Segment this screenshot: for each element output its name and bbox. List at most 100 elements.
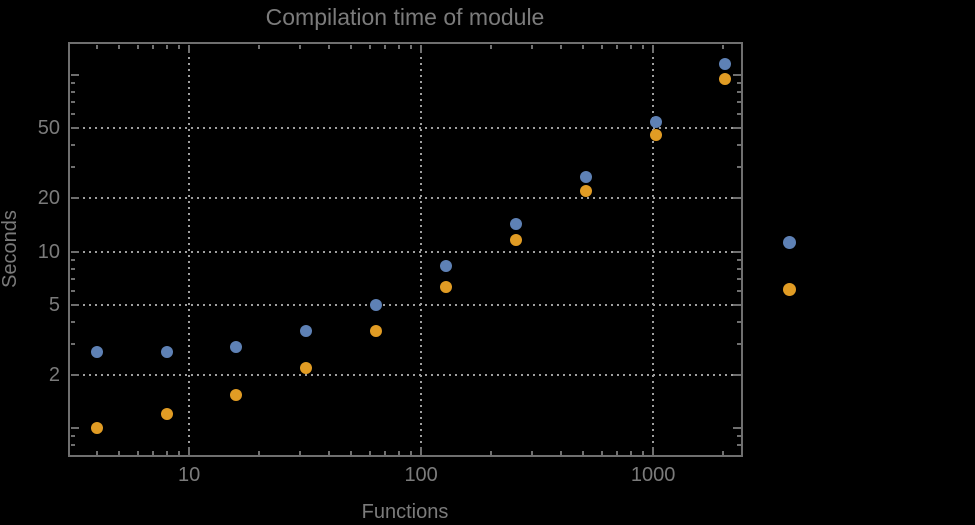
- x-tick-mark-top: [530, 44, 533, 49]
- x-tick-mark-top: [384, 44, 387, 49]
- y-tick-mark-right: [736, 320, 741, 323]
- y-tick-mark: [70, 289, 75, 292]
- data-point-series-orange: [440, 281, 452, 294]
- x-tick-mark-top: [152, 44, 155, 49]
- x-tick-mark-top: [397, 44, 400, 49]
- y-tick-label: 2: [48, 364, 60, 386]
- x-tick-mark-top: [327, 44, 330, 49]
- data-point-series-blue: [509, 218, 522, 231]
- data-point-series-orange: [370, 325, 383, 338]
- data-point-series-orange: [579, 185, 592, 198]
- y-gridline: [70, 303, 741, 306]
- y-tick-mark: [70, 91, 75, 94]
- data-point-series-orange: [300, 361, 313, 374]
- plot-frame: [68, 42, 743, 457]
- y-tick-mark-right: [732, 427, 741, 430]
- x-tick-mark-top: [489, 44, 492, 49]
- y-tick-mark-right: [736, 435, 741, 438]
- x-tick-mark: [409, 450, 412, 455]
- x-tick-mark: [420, 446, 423, 455]
- x-tick-mark: [298, 450, 301, 455]
- legend-marker-series-blue-icon: [783, 236, 796, 249]
- x-tick-mark: [188, 446, 191, 455]
- x-tick-mark: [95, 450, 98, 455]
- data-point-series-orange: [90, 422, 103, 435]
- y-tick-mark-right: [736, 277, 741, 280]
- x-tick-mark: [257, 450, 260, 455]
- x-tick-mark-top: [136, 44, 139, 49]
- data-point-series-blue: [649, 116, 662, 129]
- y-gridline: [70, 374, 741, 376]
- data-point-series-orange: [230, 388, 243, 401]
- y-tick-mark-right: [736, 267, 741, 270]
- y-tick-mark: [70, 374, 79, 376]
- x-tick-label: 100: [404, 464, 438, 486]
- y-tick-mark-right: [736, 166, 741, 169]
- x-tick-mark: [582, 450, 585, 455]
- x-tick-mark: [652, 446, 655, 455]
- chart-title: Compilation time of module: [265, 4, 545, 30]
- x-tick-mark-top: [582, 44, 585, 49]
- x-tick-mark-top: [350, 44, 353, 49]
- x-tick-mark: [384, 450, 387, 455]
- y-tick-label: 10: [37, 240, 60, 263]
- x-tick-mark: [616, 450, 619, 455]
- y-tick-mark-right: [732, 303, 741, 306]
- x-tick-label: 1000: [630, 464, 676, 486]
- x-tick-mark-top: [188, 44, 191, 53]
- y-tick-mark: [70, 267, 75, 270]
- y-tick-mark: [70, 101, 75, 104]
- y-tick-mark-right: [732, 127, 741, 130]
- x-tick-mark: [136, 450, 139, 455]
- x-tick-mark-top: [420, 44, 423, 53]
- x-tick-mark: [721, 450, 724, 455]
- data-point-series-orange: [649, 129, 662, 142]
- x-tick-mark-top: [721, 44, 724, 49]
- y-gridline: [70, 197, 741, 200]
- x-tick-mark: [118, 450, 121, 455]
- x-tick-mark: [530, 450, 533, 455]
- x-tick-mark: [327, 450, 330, 455]
- y-tick-mark: [70, 342, 75, 345]
- x-tick-mark-top: [616, 44, 619, 49]
- y-tick-mark: [70, 277, 75, 280]
- y-tick-mark: [70, 303, 79, 306]
- data-point-series-blue: [300, 325, 313, 338]
- y-tick-mark: [70, 166, 75, 169]
- x-tick-mark: [489, 450, 492, 455]
- data-point-series-blue: [719, 58, 732, 71]
- x-tick-mark: [152, 450, 155, 455]
- y-tick-mark-right: [732, 197, 741, 200]
- x-tick-mark-top: [629, 44, 632, 49]
- y-tick-mark: [70, 444, 75, 447]
- y-tick-mark-right: [736, 258, 741, 261]
- data-point-series-blue: [230, 340, 243, 353]
- x-axis-label: Functions: [361, 501, 449, 523]
- x-tick-mark-top: [118, 44, 121, 49]
- y-tick-mark: [70, 74, 79, 77]
- y-tick-mark-right: [736, 91, 741, 94]
- x-tick-mark-top: [368, 44, 371, 49]
- y-gridline: [70, 127, 741, 130]
- x-tick-mark: [165, 450, 168, 455]
- x-tick-mark-top: [298, 44, 301, 49]
- x-tick-mark: [641, 450, 644, 455]
- y-tick-mark-right: [732, 374, 741, 376]
- y-tick-mark: [70, 197, 79, 200]
- data-point-series-blue: [160, 346, 173, 358]
- y-tick-label: 20: [37, 187, 60, 210]
- y-tick-mark-right: [736, 144, 741, 147]
- y-tick-mark: [70, 127, 79, 130]
- y-tick-mark-right: [736, 101, 741, 104]
- y-tick-mark: [70, 258, 75, 261]
- x-tick-mark: [600, 450, 603, 455]
- data-point-series-orange: [160, 408, 173, 421]
- y-tick-mark-right: [736, 82, 741, 85]
- x-tick-mark-top: [652, 44, 655, 53]
- x-tick-mark-top: [600, 44, 603, 49]
- data-point-series-blue: [370, 298, 383, 311]
- y-tick-label: 5: [48, 293, 60, 316]
- y-tick-mark: [70, 82, 75, 85]
- y-tick-mark-right: [732, 250, 741, 253]
